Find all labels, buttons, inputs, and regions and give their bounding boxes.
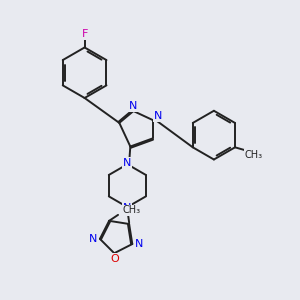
Text: O: O [110,254,118,264]
Text: N: N [129,101,138,111]
Text: N: N [123,158,131,168]
Text: CH₃: CH₃ [244,150,262,160]
Text: N: N [154,111,162,122]
Text: N: N [123,203,131,213]
Text: F: F [81,29,88,39]
Text: N: N [135,239,143,249]
Text: N: N [89,234,98,244]
Text: CH₃: CH₃ [122,206,140,215]
